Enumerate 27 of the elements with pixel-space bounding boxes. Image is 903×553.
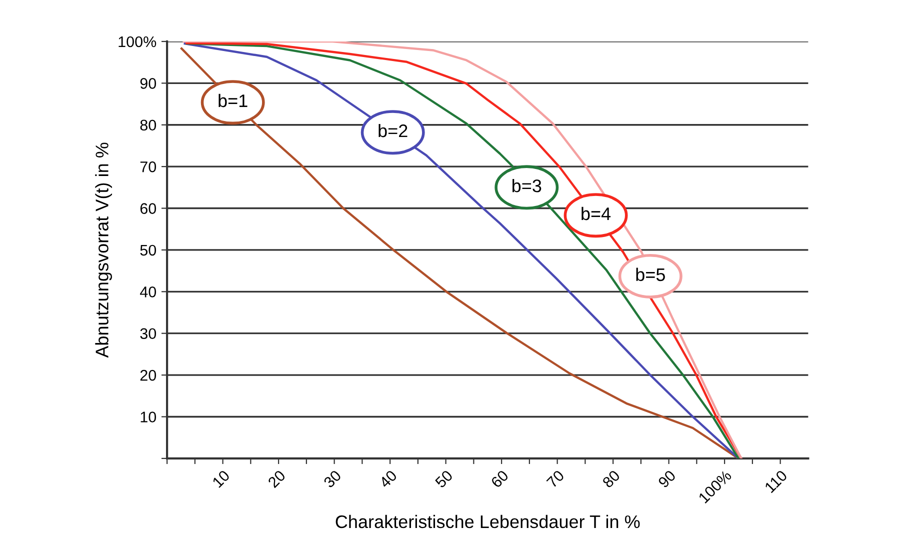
y-tick-label: 90 xyxy=(140,78,156,89)
annotation: b=2 xyxy=(378,124,408,138)
y-tick-label: 60 xyxy=(140,203,156,214)
y-tick-label: 30 xyxy=(140,328,156,340)
y-tick-label: 80 xyxy=(140,120,156,131)
x-tick-label: 110 xyxy=(764,470,788,494)
x-tick-label: 20 xyxy=(267,470,286,488)
x-tick-label: 80 xyxy=(602,470,621,488)
y-tick-label: 100% xyxy=(118,36,156,48)
y-tick-label: 40 xyxy=(140,286,156,298)
x-tick-label: 90 xyxy=(658,470,676,488)
annotation: b=4 xyxy=(582,206,611,220)
x-tick-label: 40 xyxy=(378,470,398,489)
y-axis-title: Abnutzungsvorrat V(t) in % xyxy=(95,142,112,358)
x-tick-label: 30 xyxy=(322,470,342,488)
y-tick-label: 50 xyxy=(140,244,156,256)
annotation: b=5 xyxy=(636,268,665,282)
annotation: b=1 xyxy=(218,94,248,108)
x-axis-title: Charakteristische Lebensdauer T in % xyxy=(336,514,640,528)
y-tick-label: 20 xyxy=(140,370,156,381)
x-tick-label: 10 xyxy=(212,470,230,488)
x-tick-label: 60 xyxy=(490,470,510,488)
annotation: b=3 xyxy=(512,178,542,192)
x-tick-label: 70 xyxy=(546,470,565,488)
x-tick-label: 50 xyxy=(434,470,454,488)
y-tick-label: 10 xyxy=(140,412,156,422)
y-tick-label: 70 xyxy=(140,161,156,172)
